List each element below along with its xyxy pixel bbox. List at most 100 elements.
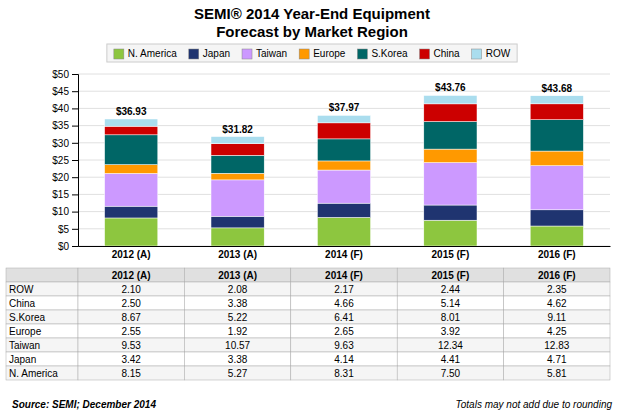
table-cell xyxy=(6,366,78,380)
table-cell xyxy=(78,352,184,366)
y-tick-label: $15 xyxy=(52,189,69,200)
table-cell xyxy=(504,296,610,310)
y-tick-mark xyxy=(72,143,78,144)
bar xyxy=(317,123,370,139)
table-header: 2013 (A) xyxy=(218,270,257,281)
table-cell xyxy=(397,268,503,282)
bar xyxy=(105,206,158,218)
legend-label: Japan xyxy=(203,48,230,59)
table-value: 2.08 xyxy=(228,284,248,295)
table-value: 8.31 xyxy=(334,368,354,379)
bar xyxy=(105,173,158,206)
table-cell xyxy=(504,366,610,380)
table-cell xyxy=(291,268,397,282)
total-label: $31.82 xyxy=(222,124,253,135)
bar xyxy=(211,228,264,246)
table-cell xyxy=(6,296,78,310)
x-tick: 2012 (A) xyxy=(112,249,151,260)
bar xyxy=(317,115,370,122)
bar xyxy=(424,220,477,246)
y-tick-label: $0 xyxy=(58,241,70,252)
table-cell xyxy=(504,324,610,338)
legend-label: ROW xyxy=(486,48,511,59)
table-value: 4.71 xyxy=(547,354,567,365)
y-tick: $35 xyxy=(52,120,78,131)
table-cell xyxy=(291,338,397,352)
table-value: 8.01 xyxy=(441,312,461,323)
bar xyxy=(317,161,370,170)
table-value: 2.50 xyxy=(121,298,141,309)
table-cell xyxy=(291,282,397,296)
table-value: 5.81 xyxy=(547,368,567,379)
y-tick-mark xyxy=(72,212,78,213)
y-tick-mark xyxy=(72,246,78,247)
y-tick: $0 xyxy=(58,241,78,252)
total-label: $36.93 xyxy=(116,106,147,117)
bar xyxy=(105,135,158,165)
table-cell xyxy=(184,324,290,338)
table-value: 9.63 xyxy=(334,340,354,351)
total-label: $43.68 xyxy=(542,83,573,94)
table-cell xyxy=(78,268,184,282)
y-tick-label: $35 xyxy=(52,120,69,131)
y-tick: $20 xyxy=(52,172,78,183)
legend-swatch xyxy=(299,49,309,59)
table-cell xyxy=(184,268,290,282)
table-value: 2.44 xyxy=(441,284,461,295)
table-value: 4.62 xyxy=(547,298,567,309)
table-cell xyxy=(184,310,290,324)
table-cell xyxy=(184,366,290,380)
bar xyxy=(317,203,370,217)
table-cell xyxy=(291,296,397,310)
table-cell xyxy=(397,338,503,352)
table-cell xyxy=(397,324,503,338)
table-value: 1.92 xyxy=(228,326,248,337)
legend: N. AmericaJapanTaiwanEuropeS.KoreaChinaR… xyxy=(107,44,517,62)
table-value: 2.17 xyxy=(334,284,354,295)
series xyxy=(105,120,584,174)
table-cell xyxy=(78,366,184,380)
table-cell xyxy=(397,366,503,380)
legend-box xyxy=(107,44,517,62)
legend-swatch xyxy=(357,49,367,59)
bar xyxy=(105,165,158,174)
table-value: 5.27 xyxy=(228,368,248,379)
bar xyxy=(530,96,583,104)
table-cell xyxy=(504,310,610,324)
y-tick-label: $25 xyxy=(52,155,69,166)
total-label: $37.97 xyxy=(329,102,360,113)
bar xyxy=(317,170,370,203)
table-value: 2.35 xyxy=(547,284,567,295)
legend-label: China xyxy=(434,48,461,59)
legend-item: Japan xyxy=(189,48,230,59)
table-cell xyxy=(6,324,78,338)
table-value: 4.14 xyxy=(334,354,354,365)
y-tick-label: $50 xyxy=(52,69,69,80)
table-row-label: N. America xyxy=(9,368,58,379)
legend-item: Taiwan xyxy=(242,48,287,59)
bar xyxy=(424,149,477,162)
table-row-label: Europe xyxy=(9,326,42,337)
table-value: 3.38 xyxy=(228,354,248,365)
table-cell xyxy=(6,352,78,366)
table-row-label: Taiwan xyxy=(9,340,40,351)
x-tick-label: 2016 (F) xyxy=(538,249,576,260)
y-tick: $25 xyxy=(52,155,78,166)
table-cell xyxy=(397,310,503,324)
bar xyxy=(105,119,158,126)
x-tick: 2014 (F) xyxy=(325,249,363,260)
table-cell xyxy=(504,282,610,296)
grid xyxy=(78,74,610,246)
total-label: $43.76 xyxy=(435,82,466,93)
x-tick-label: 2015 (F) xyxy=(432,249,470,260)
bar xyxy=(424,163,477,205)
x-tick-label: 2012 (A) xyxy=(112,249,151,260)
table-cell xyxy=(291,324,397,338)
bar xyxy=(211,180,264,216)
legend-swatch xyxy=(189,49,199,59)
table-value: 4.41 xyxy=(441,354,461,365)
table-cell xyxy=(504,352,610,366)
y-tick-mark xyxy=(72,160,78,161)
x-tick: 2015 (F) xyxy=(432,249,470,260)
y-tick: $50 xyxy=(52,69,78,80)
